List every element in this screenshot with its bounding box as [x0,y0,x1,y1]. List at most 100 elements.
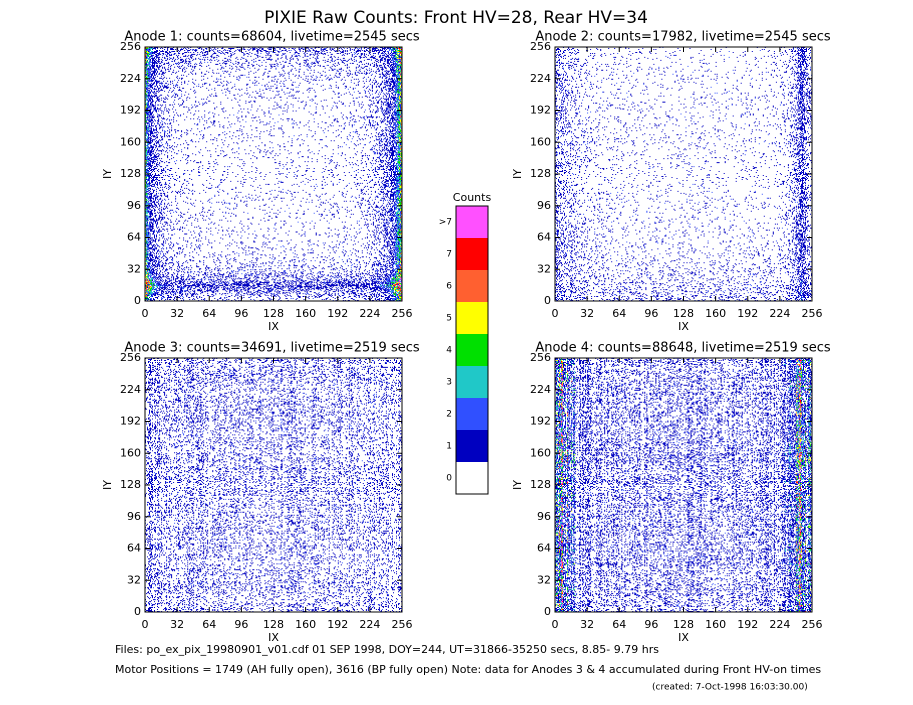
y-tick-label: 96 [537,510,551,523]
y-tick-label: 224 [530,72,551,85]
footer-files: Files: po_ex_pix_19980901_v01.cdf 01 SEP… [115,643,659,656]
x-tick-label: 256 [802,618,823,631]
x-tick-label: 160 [705,307,726,320]
y-tick-label: 224 [120,72,141,85]
y-tick-label: 128 [120,478,141,491]
x-tick-label: 32 [170,307,184,320]
y-tick-label: 64 [537,231,551,244]
counts-texture [555,47,812,301]
colorbar-swatch [456,238,488,270]
y-tick-label: 192 [120,104,141,117]
y-tick-label: 32 [537,573,551,586]
colorbar-swatch [456,398,488,430]
panel-title: Anode 2: counts=17982, livetime=2545 sec… [535,30,831,45]
y-tick-label: 96 [537,199,551,212]
counts-texture [555,358,812,612]
y-tick-label: 0 [544,294,551,307]
x-tick-label: 128 [673,618,694,631]
y-tick-label: 0 [134,294,141,307]
x-tick-label: 224 [769,307,790,320]
y-tick-label: 224 [120,383,141,396]
colorbar-swatch [456,302,488,334]
colorbar-label: 1 [446,442,452,452]
y-axis-label: IY [101,480,114,490]
y-axis-label: IY [511,480,524,490]
x-tick-label: 96 [234,307,248,320]
x-axis-label: IX [678,631,689,644]
y-tick-label: 256 [120,40,141,53]
y-tick-label: 0 [544,605,551,618]
colorbar-swatch [456,334,488,366]
colorbar-label: 2 [446,410,452,420]
x-tick-label: 192 [327,618,348,631]
colorbar-swatch [456,462,488,494]
x-tick-label: 256 [392,618,413,631]
colorbar-swatch [456,270,488,302]
colorbar-label: 4 [446,346,452,356]
y-tick-label: 160 [120,446,141,459]
y-tick-label: 64 [127,542,141,555]
panel-title: Anode 3: counts=34691, livetime=2519 sec… [124,341,420,356]
x-tick-label: 160 [295,307,316,320]
y-tick-label: 256 [530,40,551,53]
x-tick-label: 64 [202,307,216,320]
x-tick-label: 32 [580,307,594,320]
x-tick-label: 128 [263,618,284,631]
colorbar-swatch [456,366,488,398]
y-tick-label: 32 [127,573,141,586]
x-tick-label: 192 [737,307,758,320]
y-tick-label: 160 [530,135,551,148]
y-tick-label: 256 [120,351,141,364]
colorbar-label: 7 [446,250,452,260]
x-axis-label: IX [268,320,279,333]
x-axis-label: IX [678,320,689,333]
counts-texture [145,358,402,612]
y-axis-label: IY [511,169,524,179]
x-tick-label: 224 [769,618,790,631]
x-tick-label: 0 [142,307,149,320]
x-tick-label: 64 [202,618,216,631]
colorbar-label: 0 [446,474,452,484]
page-title: PIXIE Raw Counts: Front HV=28, Rear HV=3… [264,8,648,28]
colorbar-label: >7 [439,218,452,228]
colorbar-frame [455,205,489,495]
y-tick-label: 64 [537,542,551,555]
y-tick-label: 160 [530,446,551,459]
y-tick-label: 128 [530,167,551,180]
x-tick-label: 128 [263,307,284,320]
colorbar-swatch [456,206,488,238]
x-tick-label: 224 [359,618,380,631]
panel-title: Anode 4: counts=88648, livetime=2519 sec… [535,341,831,356]
counts-texture [145,47,402,301]
y-tick-label: 64 [127,231,141,244]
x-tick-label: 0 [142,618,149,631]
y-tick-label: 192 [120,415,141,428]
colorbar-label: 3 [446,378,452,388]
x-tick-label: 256 [802,307,823,320]
x-tick-label: 64 [612,307,626,320]
y-tick-label: 192 [530,415,551,428]
colorbar-label: 5 [446,314,452,324]
x-tick-label: 224 [359,307,380,320]
footer-motor: Motor Positions = 1749 (AH fully open), … [115,663,821,676]
y-tick-label: 0 [134,605,141,618]
x-tick-label: 96 [644,618,658,631]
y-tick-label: 96 [127,199,141,212]
x-tick-label: 0 [552,307,559,320]
colorbar-title: Counts [453,191,492,204]
colorbar-swatch [456,430,488,462]
x-tick-label: 160 [705,618,726,631]
x-tick-label: 128 [673,307,694,320]
x-tick-label: 0 [552,618,559,631]
x-tick-label: 96 [234,618,248,631]
y-tick-label: 224 [530,383,551,396]
y-tick-label: 128 [120,167,141,180]
y-tick-label: 32 [127,262,141,275]
x-axis-label: IX [268,631,279,644]
y-tick-label: 96 [127,510,141,523]
y-tick-label: 128 [530,478,551,491]
y-tick-label: 256 [530,351,551,364]
panel-title: Anode 1: counts=68604, livetime=2545 sec… [124,30,420,45]
y-tick-label: 160 [120,135,141,148]
